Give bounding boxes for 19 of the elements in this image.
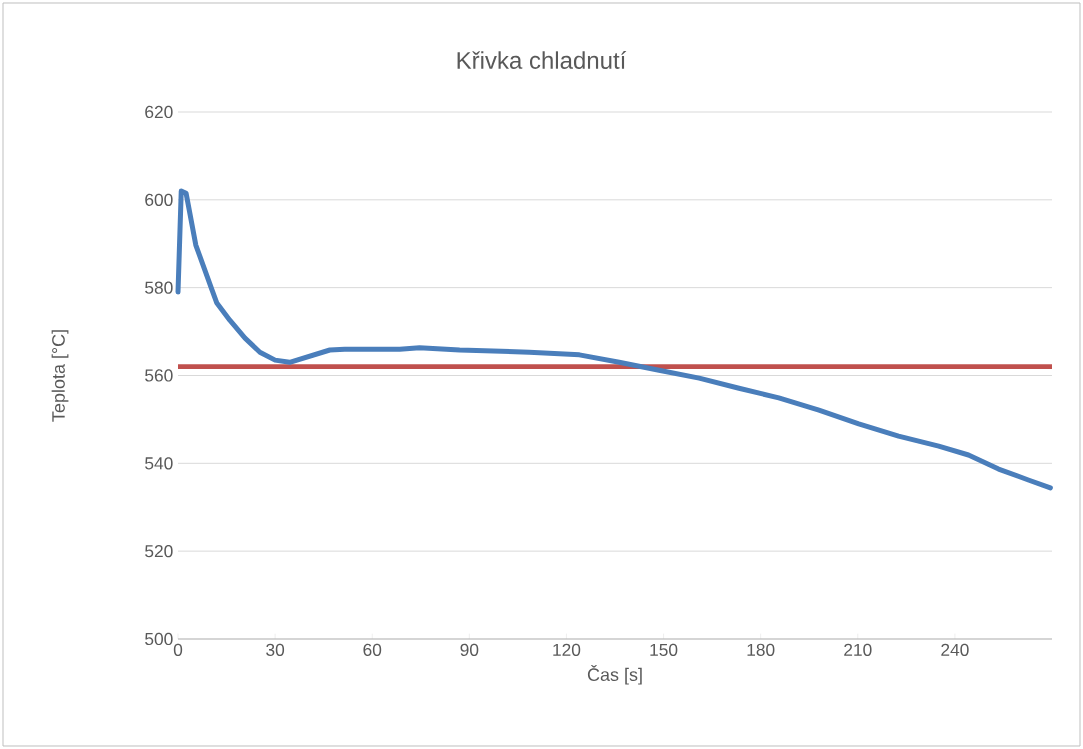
y-tick-label: 560 bbox=[145, 369, 173, 382]
y-tick-label: 620 bbox=[145, 105, 173, 119]
chart-title: Křivka chladnutí bbox=[457, 51, 627, 69]
y-tick-label: 600 bbox=[145, 193, 173, 206]
x-tick-label: 0 bbox=[173, 643, 183, 656]
x-tick-label: 120 bbox=[553, 643, 581, 656]
x-axis-title: Čas [s] bbox=[587, 665, 642, 685]
y-tick-label: 520 bbox=[145, 545, 173, 558]
x-tick-label: 150 bbox=[650, 643, 678, 656]
y-tick-label: 580 bbox=[145, 281, 173, 294]
y-axis-title: Teplota [°C] bbox=[51, 330, 69, 422]
x-tick-label: 210 bbox=[844, 643, 872, 656]
y-tick-label: 540 bbox=[145, 457, 173, 470]
y-tick-label: 500 bbox=[145, 632, 173, 646]
x-tick-label: 240 bbox=[941, 643, 969, 656]
x-tick-label: 90 bbox=[460, 643, 479, 656]
x-tick-label: 60 bbox=[363, 643, 382, 656]
x-tick-label: 180 bbox=[747, 643, 775, 656]
x-tick-label: 30 bbox=[266, 643, 285, 656]
